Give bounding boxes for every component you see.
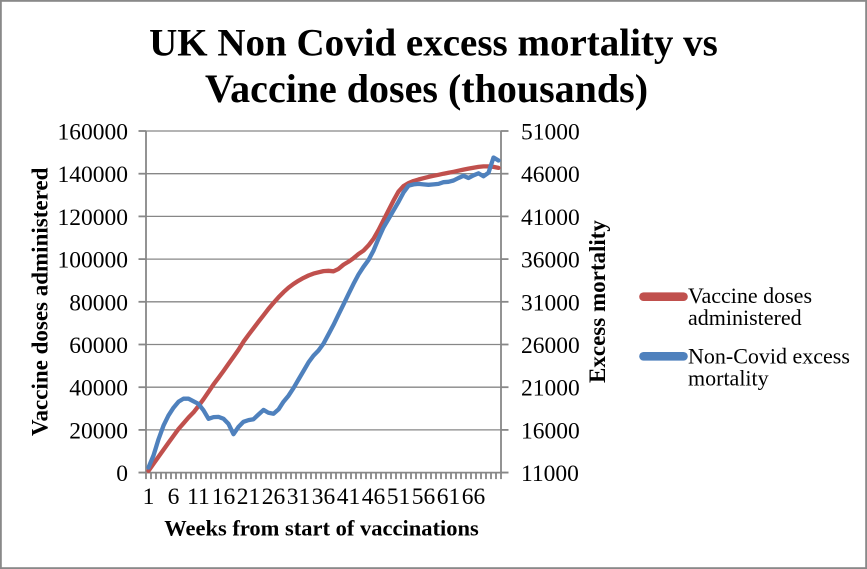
svg-text:0: 0 xyxy=(116,461,128,487)
svg-text:21000: 21000 xyxy=(521,376,580,402)
svg-text:6: 6 xyxy=(168,484,180,510)
svg-text:21: 21 xyxy=(237,484,261,510)
svg-text:160000: 160000 xyxy=(58,120,129,146)
svg-text:31000: 31000 xyxy=(521,290,580,316)
svg-text:56: 56 xyxy=(412,484,436,510)
svg-text:Excess mortality: Excess mortality xyxy=(585,220,610,383)
svg-text:40000: 40000 xyxy=(69,376,128,402)
svg-text:36000: 36000 xyxy=(521,248,580,274)
svg-text:11: 11 xyxy=(187,484,210,510)
svg-text:26: 26 xyxy=(262,484,286,510)
svg-text:20000: 20000 xyxy=(69,418,128,444)
svg-text:16000: 16000 xyxy=(521,418,580,444)
svg-text:UK Non Covid excess mortality: UK Non Covid excess mortality vs xyxy=(149,22,718,65)
svg-text:36: 36 xyxy=(312,484,336,510)
svg-text:41: 41 xyxy=(337,484,361,510)
svg-text:16: 16 xyxy=(212,484,236,510)
svg-text:Weeks from start of vaccinatio: Weeks from start of vaccinations xyxy=(164,516,479,541)
svg-text:administered: administered xyxy=(688,305,802,330)
svg-text:mortality: mortality xyxy=(688,366,769,391)
svg-text:140000: 140000 xyxy=(58,162,129,188)
svg-text:Vaccine doses: Vaccine doses xyxy=(688,283,812,308)
svg-text:31: 31 xyxy=(287,484,311,510)
svg-text:80000: 80000 xyxy=(69,290,128,316)
svg-text:60000: 60000 xyxy=(69,333,128,359)
svg-text:51: 51 xyxy=(387,484,411,510)
svg-text:Vaccine doses administered: Vaccine doses administered xyxy=(28,167,53,436)
svg-text:100000: 100000 xyxy=(58,248,129,274)
svg-text:11000: 11000 xyxy=(521,461,579,487)
svg-text:61: 61 xyxy=(437,484,461,510)
svg-text:Non-Covid excess: Non-Covid excess xyxy=(688,344,850,369)
svg-text:46: 46 xyxy=(362,484,386,510)
svg-text:26000: 26000 xyxy=(521,333,580,359)
svg-text:46000: 46000 xyxy=(521,162,580,188)
svg-text:120000: 120000 xyxy=(58,205,129,231)
svg-text:66: 66 xyxy=(462,484,486,510)
svg-text:41000: 41000 xyxy=(521,205,580,231)
svg-text:Vaccine doses (thousands): Vaccine doses (thousands) xyxy=(205,66,648,111)
svg-text:1: 1 xyxy=(143,484,155,510)
svg-text:51000: 51000 xyxy=(521,120,580,146)
